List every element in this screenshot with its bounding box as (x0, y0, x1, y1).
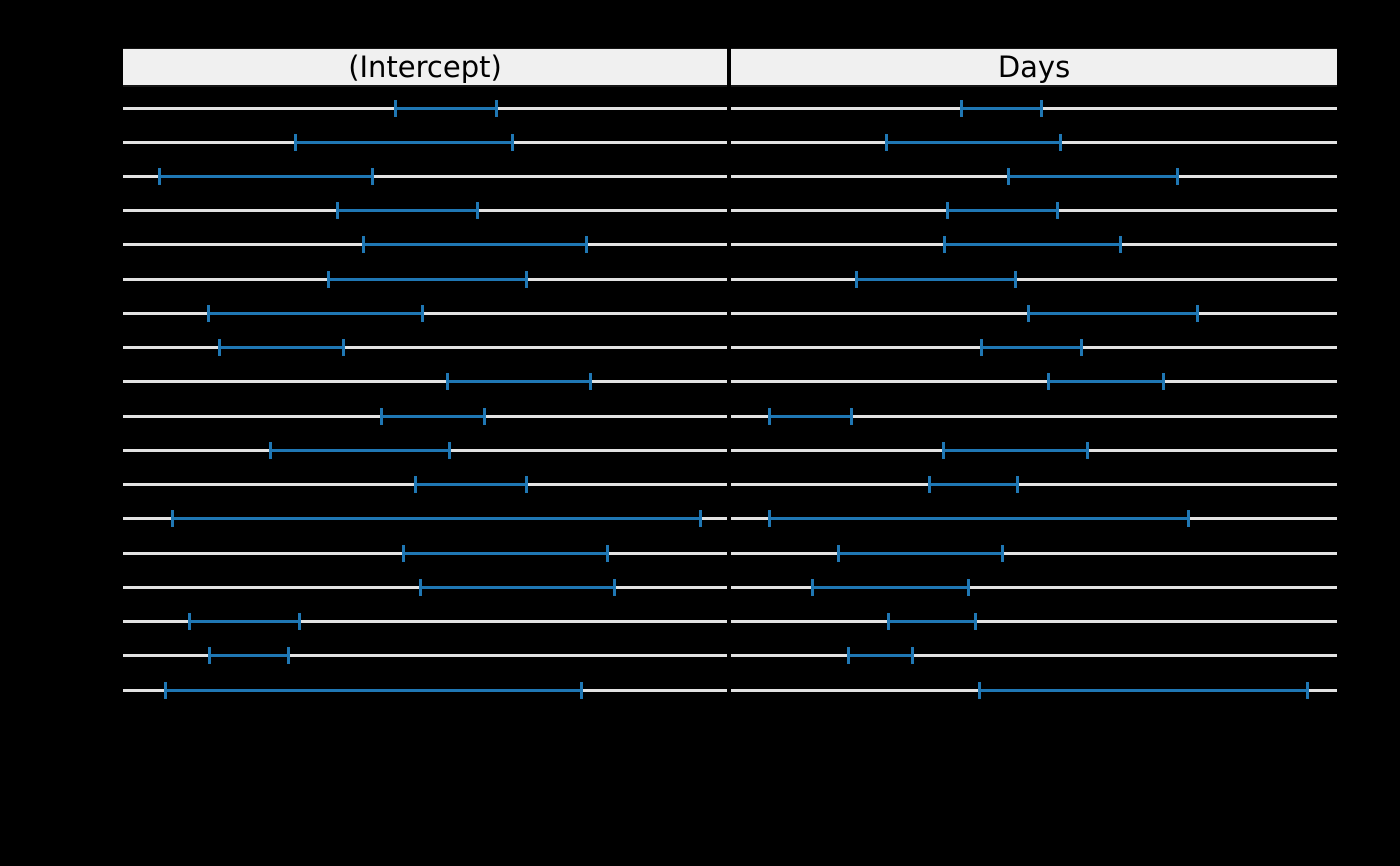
confidence-interval (941, 441, 1090, 459)
confidence-interval (846, 647, 914, 665)
panel-intercept (123, 84, 727, 724)
confidence-interval (164, 681, 584, 699)
row-line (731, 380, 1337, 384)
row-line (123, 654, 727, 658)
confidence-interval (293, 133, 514, 151)
confidence-interval (206, 304, 424, 322)
row-line (731, 483, 1337, 487)
confidence-interval (414, 476, 529, 494)
panel-strip-intercept-label: (Intercept) (348, 49, 502, 84)
panel-strip-days-label: Days (997, 49, 1071, 84)
row-line (731, 585, 1337, 589)
confidence-interval (208, 647, 291, 665)
confidence-interval (837, 544, 1005, 562)
confidence-interval (1006, 167, 1179, 185)
confidence-interval (362, 236, 589, 254)
row-line (731, 277, 1337, 281)
row-line (731, 654, 1337, 658)
confidence-interval (394, 99, 499, 117)
panel-days (731, 84, 1337, 724)
confidence-interval (446, 373, 593, 391)
row-line (123, 174, 727, 178)
confidence-interval (188, 613, 302, 631)
confidence-interval (943, 236, 1122, 254)
row-line (731, 551, 1337, 555)
confidence-interval (379, 407, 486, 425)
confidence-interval (418, 578, 616, 596)
row-line (731, 414, 1337, 418)
row-line (123, 620, 727, 624)
confidence-interval (402, 544, 610, 562)
confidence-interval (1046, 373, 1165, 391)
panel-strip-intercept: (Intercept) (123, 48, 727, 87)
confidence-interval (767, 510, 1191, 528)
confidence-interval (158, 167, 375, 185)
confidence-interval (855, 270, 1017, 288)
confidence-interval (927, 476, 1019, 494)
panel-strip-days: Days (731, 48, 1337, 87)
confidence-interval (217, 339, 346, 357)
confidence-interval (1026, 304, 1199, 322)
confidence-interval (336, 202, 479, 220)
confidence-interval (170, 510, 703, 528)
confidence-interval (767, 407, 853, 425)
row-line (731, 620, 1337, 624)
confidence-interval (884, 133, 1062, 151)
confidence-interval (980, 339, 1084, 357)
confidence-interval (960, 99, 1044, 117)
confidence-interval (327, 270, 529, 288)
confidence-interval (886, 613, 977, 631)
confidence-interval (810, 578, 970, 596)
row-line (123, 346, 727, 350)
confidence-interval (978, 681, 1310, 699)
row-line (123, 380, 727, 384)
confidence-interval (946, 202, 1059, 220)
confidence-interval (269, 441, 451, 459)
row-line (123, 311, 727, 315)
